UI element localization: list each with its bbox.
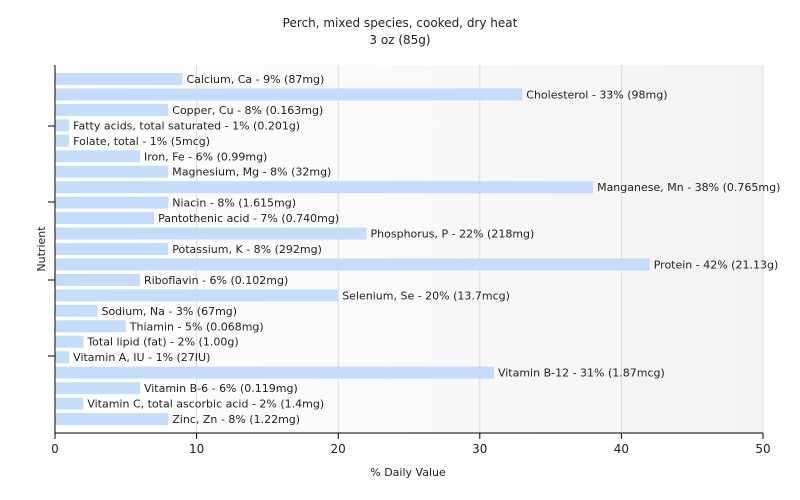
bar-label: Folate, total - 1% (5mcg) xyxy=(73,135,210,148)
bar xyxy=(55,150,140,163)
x-tick-label: 20 xyxy=(331,442,346,456)
bar xyxy=(55,103,169,116)
bar-label: Copper, Cu - 8% (0.163mg) xyxy=(172,104,323,117)
x-tick-label: 40 xyxy=(614,442,629,456)
bar-label: Vitamin B-6 - 6% (0.119mg) xyxy=(144,382,298,395)
bar-label: Iron, Fe - 6% (0.99mg) xyxy=(144,150,267,163)
bar-label: Fatty acids, total saturated - 1% (0.201… xyxy=(73,119,300,132)
bar xyxy=(55,304,98,317)
bar-label: Zinc, Zn - 8% (1.22mg) xyxy=(172,413,300,426)
bar-label: Magnesium, Mg - 8% (32mg) xyxy=(172,166,331,179)
bar-label: Potassium, K - 8% (292mg) xyxy=(172,243,322,256)
bar xyxy=(55,165,169,178)
axes: 0 10 20 30 40 50 xyxy=(48,65,771,456)
bar xyxy=(55,397,84,410)
bar-label: Vitamin B-12 - 31% (1.87mcg) xyxy=(498,367,665,380)
bar xyxy=(55,119,70,132)
bar xyxy=(55,351,70,364)
x-tick-label: 0 xyxy=(51,442,59,456)
bars xyxy=(55,73,650,425)
bar xyxy=(55,258,650,271)
bar xyxy=(55,413,169,425)
bar-label: Manganese, Mn - 38% (0.765mg) xyxy=(597,181,780,194)
bar-label: Phosphorus, P - 22% (218mg) xyxy=(371,228,535,241)
bar-label: Vitamin A, IU - 1% (27IU) xyxy=(73,351,210,364)
bar xyxy=(55,212,155,225)
bar xyxy=(55,88,523,101)
bar-label: Thiamin - 5% (0.068mg) xyxy=(129,320,264,333)
bar-label: Protein - 42% (21.13g) xyxy=(654,258,779,271)
bar xyxy=(55,227,367,240)
chart-title: Perch, mixed species, cooked, dry heat xyxy=(283,16,518,30)
bar xyxy=(55,335,84,348)
bar-label: Selenium, Se - 20% (13.7mcg) xyxy=(342,289,510,302)
bar xyxy=(55,134,70,147)
bar-label: Cholesterol - 33% (98mg) xyxy=(526,88,667,101)
bar xyxy=(55,196,169,209)
bar-label: Riboflavin - 6% (0.102mg) xyxy=(144,274,288,287)
bar xyxy=(55,243,169,255)
chart-subtitle: 3 oz (85g) xyxy=(369,33,430,47)
bar xyxy=(55,382,140,395)
bar xyxy=(55,181,594,194)
bar-label: Niacin - 8% (1.615mg) xyxy=(172,197,296,210)
bar xyxy=(55,320,126,333)
bar-labels: Calcium, Ca - 9% (87mg) Cholesterol - 33%… xyxy=(73,73,780,426)
bar xyxy=(55,73,183,85)
bar-label: Pantothenic acid - 7% (0.740mg) xyxy=(158,212,339,225)
x-tick-label: 10 xyxy=(189,442,204,456)
bar xyxy=(55,289,339,302)
x-tick-label: 30 xyxy=(472,442,487,456)
x-tick-label: 50 xyxy=(755,442,770,456)
bar-label: Total lipid (fat) - 2% (1.00g) xyxy=(86,336,238,349)
bar-label: Sodium, Na - 3% (67mg) xyxy=(101,305,237,318)
bar xyxy=(55,366,494,379)
x-axis-title: % Daily Value xyxy=(370,466,446,479)
bar-label: Vitamin C, total ascorbic acid - 2% (1.4… xyxy=(87,398,324,411)
bar-label: Calcium, Ca - 9% (87mg) xyxy=(186,73,324,86)
y-axis-title: Nutrient xyxy=(35,226,48,272)
bar xyxy=(55,273,140,286)
